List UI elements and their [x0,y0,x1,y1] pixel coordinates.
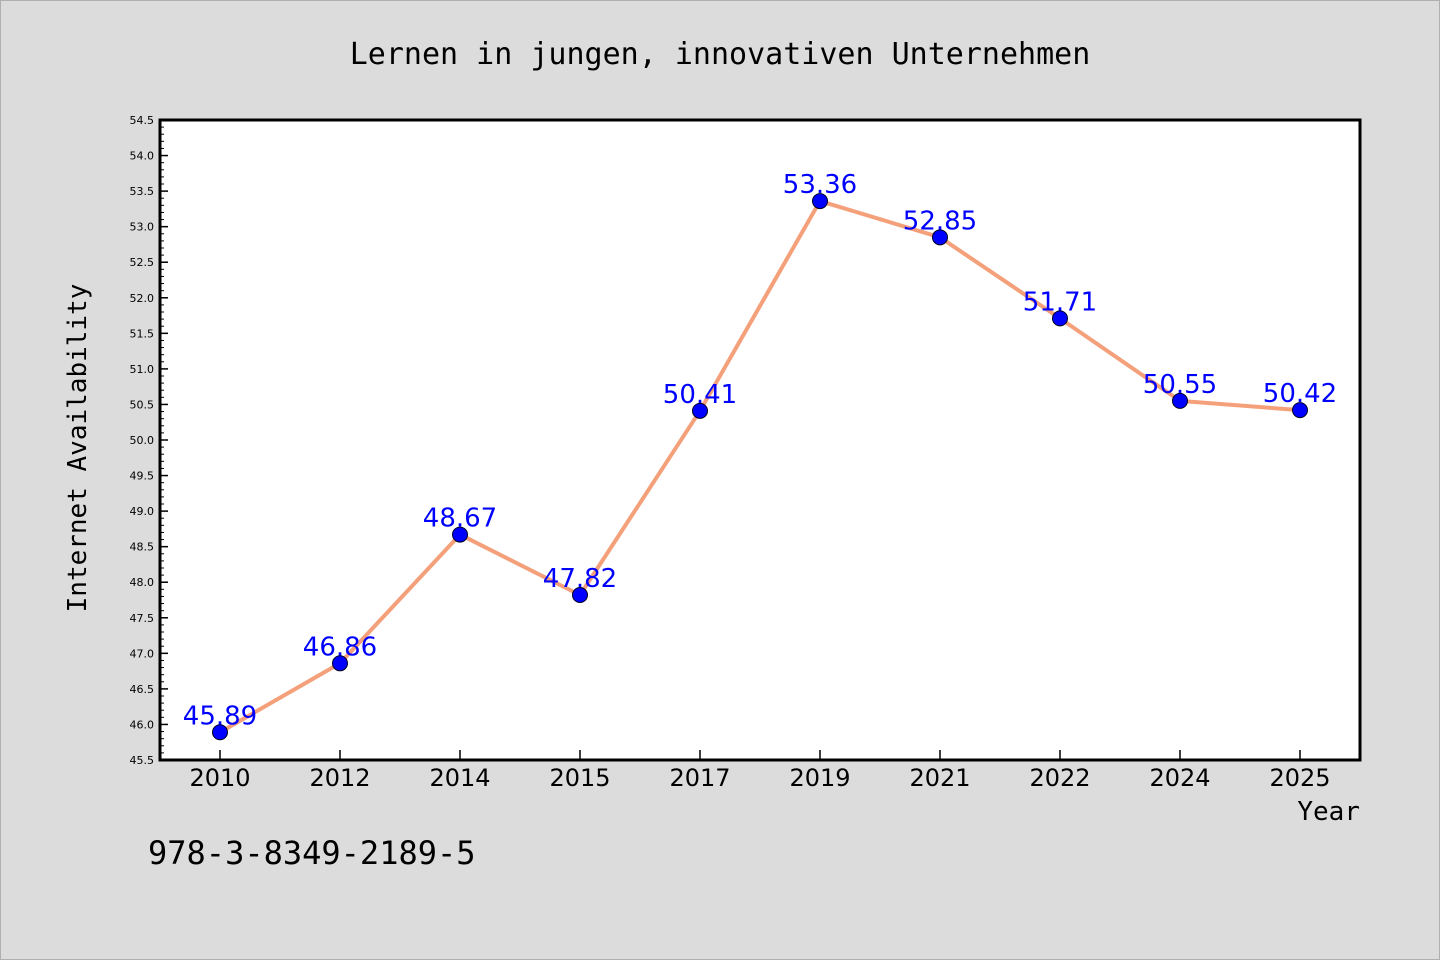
y-tick-label: 46.0 [130,718,155,731]
data-point [572,587,588,604]
data-label: 51.71 [1023,287,1097,317]
data-label: 46.86 [303,632,377,662]
y-tick-label: 49.0 [130,505,155,518]
x-tick-label: 2012 [309,764,370,792]
y-tick-label: 48.5 [130,541,155,554]
data-label: 45.89 [183,701,257,731]
data-point [452,526,468,543]
x-tick-label: 2019 [789,764,850,792]
x-tick-label: 2025 [1269,764,1330,792]
x-tick-label: 2010 [189,764,250,792]
y-axis-label: Internet Availability [63,284,93,613]
data-label: 53.36 [783,170,857,200]
data-point [212,724,228,741]
y-tick-label: 53.0 [130,221,155,234]
y-tick-label: 52.5 [130,256,155,269]
y-tick-label: 53.5 [130,185,155,198]
data-label: 47.82 [543,564,617,594]
x-tick-label: 2021 [909,764,970,792]
x-tick-label: 2017 [669,764,730,792]
data-label: 50.55 [1143,370,1217,400]
y-tick-label: 45.5 [130,754,155,767]
x-axis: 2010 2012 2014 2015 2017 2019 2021 2022 2024 2025 [189,750,1331,792]
data-point [812,193,828,210]
data-point [1172,392,1188,409]
data-point [932,229,948,246]
y-tick-label: 51.5 [130,327,155,340]
y-tick-label: 54.5 [130,114,155,127]
x-tick-label: 2014 [429,764,490,792]
data-point [1052,310,1068,327]
x-tick-label: 2024 [1149,764,1210,792]
y-tick-label: 50.0 [130,434,155,447]
isbn-text: 978-3-8349-2189-5 [148,834,476,872]
y-tick-label: 52.0 [130,292,155,305]
y-tick-label: 49.5 [130,470,155,483]
data-label: 52.85 [903,206,977,236]
y-tick-label: 47.0 [130,647,155,660]
chart-title: Lernen in jungen, innovativen Unternehme… [350,37,1091,72]
series-group [212,193,1308,741]
y-tick-label: 48.0 [130,576,155,589]
data-labels: 45.89 46.86 48.67 47.82 50.41 53.36 52.85 51.71… [183,170,1337,731]
data-point [1292,402,1308,419]
data-label: 50.41 [663,380,737,410]
y-tick-label: 47.5 [130,612,155,625]
x-axis-label: Year [1297,797,1360,827]
data-label: 50.42 [1263,379,1337,409]
y-tick-label: 50.5 [130,398,155,411]
data-label: 48.67 [423,504,497,534]
y-tick-label: 46.5 [130,683,155,696]
x-tick-label: 2022 [1029,764,1090,792]
y-tick-label: 54.0 [130,150,155,163]
data-point [332,655,348,672]
y-tick-label: 51.0 [130,363,155,376]
plot-area [158,118,1362,762]
x-tick-label: 2015 [549,764,610,792]
y-axis: 45.5 46.0 46.5 47.0 47.5 48.0 48.5 49.0 49.5 50.0… [130,114,168,767]
series-line [219,199,1301,735]
data-point [692,402,708,419]
